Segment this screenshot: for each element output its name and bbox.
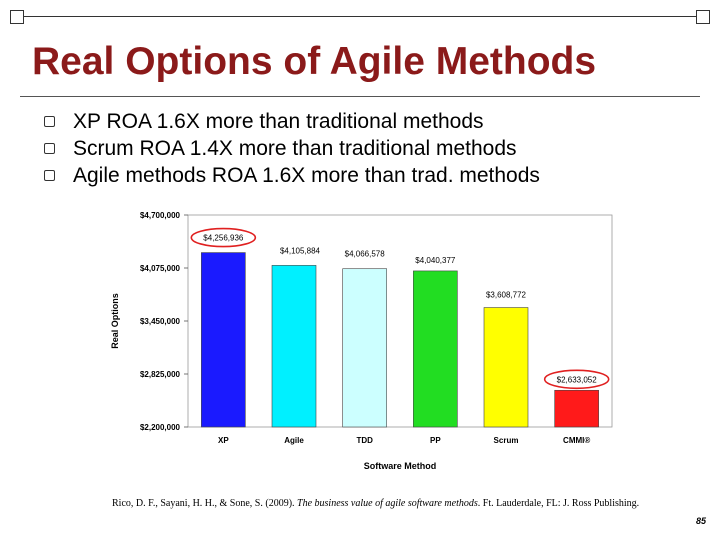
x-tick-label: Agile [284,436,304,445]
plot-area-border [187,214,613,428]
top-rule [24,16,696,17]
bullet-item: Scrum ROA 1.4X more than traditional met… [44,135,540,162]
x-tick-label: CMMI® [563,436,590,445]
slide-title: Real Options of Agile Methods [32,40,597,83]
bullet-list: XP ROA 1.6X more than traditional method… [44,108,540,189]
x-tick-label: XP [218,436,229,445]
data-label: $3,608,772 [486,291,527,300]
highlight-ellipse [190,227,257,248]
corner-box-left [10,10,24,24]
corner-box-right [696,10,710,24]
data-label: $4,040,377 [415,256,456,265]
y-tick-label: $4,700,000 [140,211,181,220]
data-label: $4,066,578 [345,250,386,259]
citation-publisher: . Ft. Lauderdale, FL: J. Ross Publishing… [477,498,640,509]
data-label: $4,105,884 [280,246,321,255]
bullet-item: XP ROA 1.6X more than traditional method… [44,108,540,135]
bullet-text: Agile methods ROA 1.6X more than trad. m… [73,164,540,187]
x-tick-label: TDD [356,436,373,445]
bullet-text: Scrum ROA 1.4X more than traditional met… [73,137,517,160]
page-number: 85 [695,516,706,526]
square-bullet-icon [44,170,55,181]
bar-scrum [483,307,529,428]
y-tick-label: $3,450,000 [140,317,181,326]
x-tick-label: PP [430,436,441,445]
data-label: $2,633,052 [557,375,598,384]
bar-xp [201,252,246,428]
highlight-ellipse [543,369,610,390]
bullet-item: Agile methods ROA 1.6X more than trad. m… [44,162,540,189]
data-label: $4,256,936 [203,234,244,243]
y-tick-label: $4,075,000 [140,264,181,273]
x-tick-label: Scrum [494,436,519,445]
bar-tdd [342,268,387,428]
square-bullet-icon [44,143,55,154]
square-bullet-icon [44,116,55,127]
citation-authors: Rico, D. F., Sayani, H. H., & Sone, S. (… [112,498,298,509]
citation: Rico, D. F., Sayani, H. H., & Sone, S. (… [112,498,639,509]
bullet-text: XP ROA 1.6X more than traditional method… [73,110,484,133]
x-axis-label: Software Method [364,461,437,471]
y-tick-label: $2,200,000 [140,423,181,432]
bar-pp [413,270,458,428]
bar-cmmi [554,389,599,428]
bar-agile [271,265,317,428]
y-axis-label: Real Options [110,293,120,349]
title-divider [20,96,700,97]
real-options-bar-chart: $2,200,000 $2,825,000 $3,450,000 $4,075,000… [110,211,613,471]
citation-book-title: The business value of agile software met… [297,498,478,509]
y-tick-label: $2,825,000 [140,370,181,379]
